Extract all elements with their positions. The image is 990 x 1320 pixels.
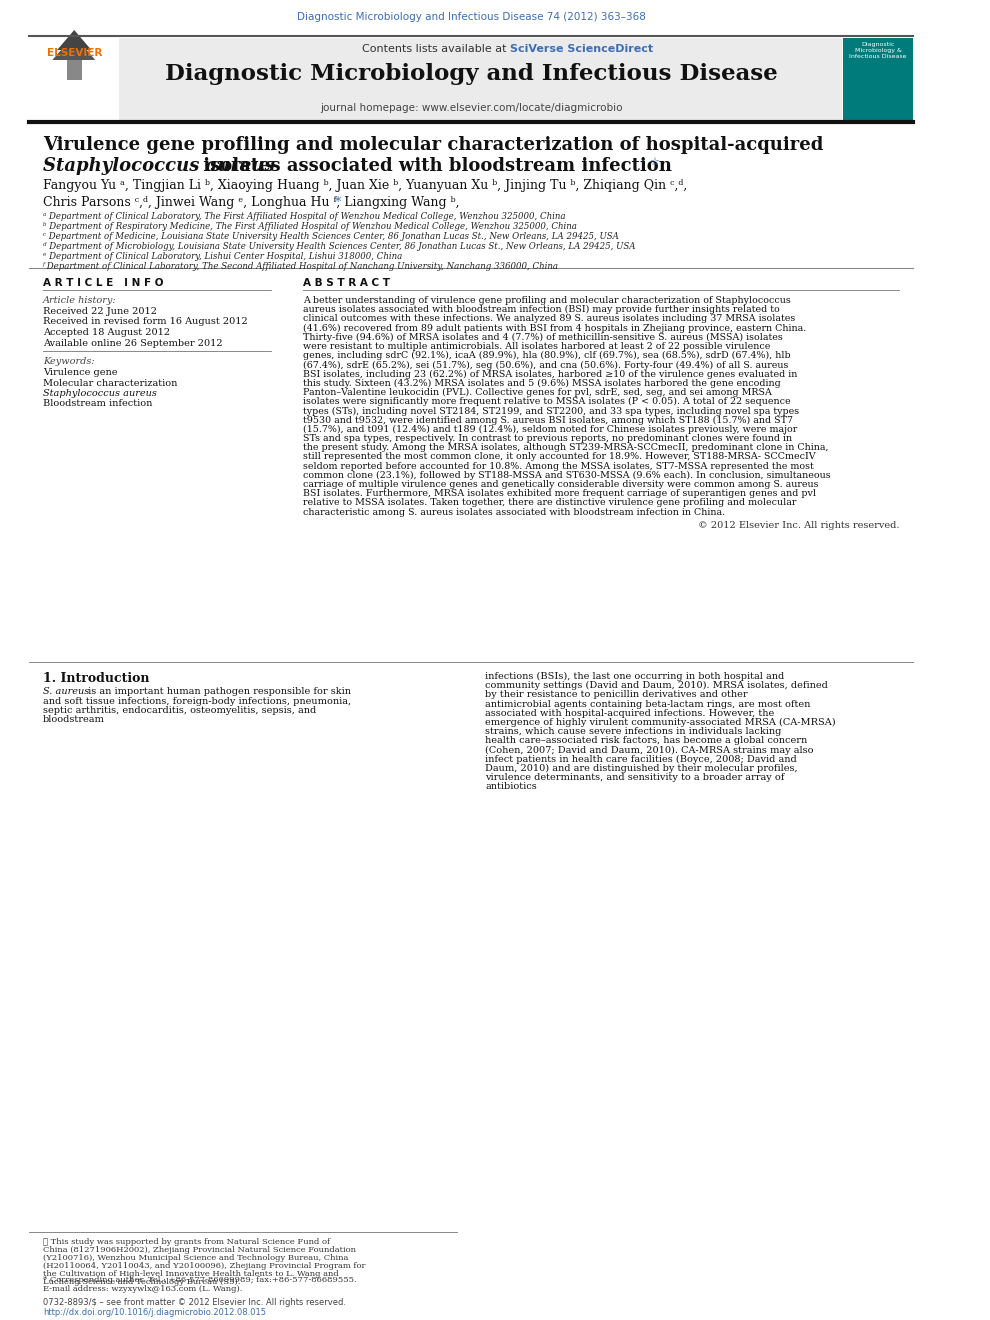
- Text: (H20110064, Y20110043, and Y20100096), Zhejiang Provincial Program for: (H20110064, Y20110043, and Y20100096), Z…: [43, 1262, 365, 1270]
- Text: SciVerse ScienceDirect: SciVerse ScienceDirect: [510, 44, 653, 54]
- Text: China (81271906H2002), Zhejiang Provincial Natural Science Foundation: China (81271906H2002), Zhejiang Provinci…: [43, 1246, 355, 1254]
- Text: clinical outcomes with these infections. We analyzed 89 S. aureus isolates inclu: clinical outcomes with these infections.…: [303, 314, 795, 323]
- Text: genes, including sdrC (92.1%), icaA (89.9%), hla (80.9%), clf (69.7%), sea (68.5: genes, including sdrC (92.1%), icaA (89.…: [303, 351, 790, 360]
- FancyBboxPatch shape: [66, 59, 82, 81]
- Text: Staphylococcus aureus: Staphylococcus aureus: [43, 157, 274, 176]
- Text: Diagnostic Microbiology and Infectious Disease: Diagnostic Microbiology and Infectious D…: [164, 63, 777, 84]
- Text: ᵈ Department of Microbiology, Louisiana State University Health Sciences Center,: ᵈ Department of Microbiology, Louisiana …: [43, 242, 636, 251]
- Text: (Y2100716), Wenzhou Municipal Science and Technology Bureau, China: (Y2100716), Wenzhou Municipal Science an…: [43, 1254, 348, 1262]
- Text: Thirty-five (94.6%) of MRSA isolates and 4 (7.7%) of methicillin-sensitive S. au: Thirty-five (94.6%) of MRSA isolates and…: [303, 333, 782, 342]
- Polygon shape: [57, 30, 91, 50]
- Text: (Cohen, 2007; David and Daum, 2010). CA-MRSA strains may also: (Cohen, 2007; David and Daum, 2010). CA-…: [485, 746, 814, 755]
- Text: A R T I C L E   I N F O: A R T I C L E I N F O: [43, 279, 163, 288]
- Polygon shape: [52, 36, 95, 59]
- Text: Panton–Valentine leukocidin (PVL). Collective genes for pvl, sdrE, sed, seg, and: Panton–Valentine leukocidin (PVL). Colle…: [303, 388, 771, 397]
- Text: Accepted 18 August 2012: Accepted 18 August 2012: [43, 327, 170, 337]
- Text: still represented the most common clone, it only accounted for 18.9%. However, S: still represented the most common clone,…: [303, 453, 815, 462]
- Text: (15.7%), and t091 (12.4%) and t189 (12.4%), seldom noted for Chinese isolates pr: (15.7%), and t091 (12.4%) and t189 (12.4…: [303, 425, 797, 434]
- Text: Received in revised form 16 August 2012: Received in revised form 16 August 2012: [43, 318, 248, 326]
- Text: the present study. Among the MRSA isolates, although ST239-MRSA-SCCmecII, predom: the present study. Among the MRSA isolat…: [303, 444, 828, 453]
- Text: BSI isolates, including 23 (62.2%) of MRSA isolates, harbored ≥10 of the virulen: BSI isolates, including 23 (62.2%) of MR…: [303, 370, 797, 379]
- Text: ᵇ Department of Respiratory Medicine, The First Affiliated Hospital of Wenzhou M: ᵇ Department of Respiratory Medicine, Th…: [43, 222, 577, 231]
- FancyBboxPatch shape: [843, 38, 914, 120]
- Text: ☆ This study was supported by grants from Natural Science Fund of: ☆ This study was supported by grants fro…: [43, 1238, 330, 1246]
- Text: STs and spa types, respectively. In contrast to previous reports, no predominant: STs and spa types, respectively. In cont…: [303, 434, 792, 444]
- Text: Virulence gene profiling and molecular characterization of hospital-acquired: Virulence gene profiling and molecular c…: [43, 136, 824, 154]
- Text: Lucheng Science and Technology Bureau (S5).: Lucheng Science and Technology Bureau (S…: [43, 1278, 241, 1286]
- Text: A better understanding of virulence gene profiling and molecular characterizatio: A better understanding of virulence gene…: [303, 296, 790, 305]
- Text: Diagnostic Microbiology and Infectious Disease 74 (2012) 363–368: Diagnostic Microbiology and Infectious D…: [297, 12, 645, 22]
- Text: ᶠ Department of Clinical Laboratory, The Second Affiliated Hospital of Nanchang : ᶠ Department of Clinical Laboratory, The…: [43, 261, 558, 271]
- Text: ELSEVIER: ELSEVIER: [47, 48, 102, 58]
- Text: http://dx.doi.org/10.1016/j.diagmicrobio.2012.08.015: http://dx.doi.org/10.1016/j.diagmicrobio…: [43, 1308, 266, 1317]
- Text: characteristic among S. aureus isolates associated with bloodstream infection in: characteristic among S. aureus isolates …: [303, 508, 725, 516]
- FancyBboxPatch shape: [119, 38, 842, 120]
- Text: 1. Introduction: 1. Introduction: [43, 672, 149, 685]
- Text: 0732-8893/$ – see front matter © 2012 Elsevier Inc. All rights reserved.: 0732-8893/$ – see front matter © 2012 El…: [43, 1298, 346, 1307]
- Text: ᵃ Department of Clinical Laboratory, The First Affiliated Hospital of Wenzhou Me: ᵃ Department of Clinical Laboratory, The…: [43, 213, 565, 220]
- Text: and soft tissue infections, foreign-body infections, pneumonia,: and soft tissue infections, foreign-body…: [43, 697, 350, 705]
- Text: Bloodstream infection: Bloodstream infection: [43, 400, 152, 408]
- Text: infect patients in health care facilities (Boyce, 2008; David and: infect patients in health care facilitie…: [485, 755, 797, 764]
- Text: bloodstream: bloodstream: [43, 715, 105, 723]
- Text: virulence determinants, and sensitivity to a broader array of: virulence determinants, and sensitivity …: [485, 774, 785, 783]
- Text: isolates were significantly more frequent relative to MSSA isolates (P < 0.05). : isolates were significantly more frequen…: [303, 397, 790, 407]
- Text: common clone (23.1%), followed by ST188-MSSA and ST630-MSSA (9.6% each). In conc: common clone (23.1%), followed by ST188-…: [303, 471, 831, 480]
- Text: infections (BSIs), the last one occurring in both hospital and: infections (BSIs), the last one occurrin…: [485, 672, 784, 681]
- Text: antibiotics: antibiotics: [485, 783, 537, 792]
- Text: Diagnostic
Microbiology &
Infectious Disease: Diagnostic Microbiology & Infectious Dis…: [849, 42, 907, 58]
- Text: S. aureus: S. aureus: [43, 686, 89, 696]
- Text: seldom reported before accounted for 10.8%. Among the MSSA isolates, ST7-MSSA re: seldom reported before accounted for 10.…: [303, 462, 814, 471]
- Text: Staphylococcus aureus: Staphylococcus aureus: [43, 389, 156, 399]
- Text: Available online 26 September 2012: Available online 26 September 2012: [43, 338, 223, 347]
- Text: community settings (David and Daum, 2010). MRSA isolates, defined: community settings (David and Daum, 2010…: [485, 681, 829, 690]
- Text: were resistant to multiple antimicrobials. All isolates harbored at least 2 of 2: were resistant to multiple antimicrobial…: [303, 342, 770, 351]
- Text: isolates associated with bloodstream infection: isolates associated with bloodstream inf…: [197, 157, 672, 176]
- Text: (67.4%), sdrE (65.2%), sei (51.7%), seg (50.6%), and cna (50.6%). Forty-four (49: (67.4%), sdrE (65.2%), sei (51.7%), seg …: [303, 360, 788, 370]
- Text: septic arthritis, endocarditis, osteomyelitis, sepsis, and: septic arthritis, endocarditis, osteomye…: [43, 706, 316, 714]
- Text: the Cultivation of High-level Innovative Health talents to L. Wang and: the Cultivation of High-level Innovative…: [43, 1270, 339, 1278]
- Text: Fangyou Yu ᵃ, Tingjian Li ᵇ, Xiaoying Huang ᵇ, Juan Xie ᵇ, Yuanyuan Xu ᵇ, Jinjin: Fangyou Yu ᵃ, Tingjian Li ᵇ, Xiaoying Hu…: [43, 180, 687, 191]
- Text: A B S T R A C T: A B S T R A C T: [303, 279, 390, 288]
- Text: ☆: ☆: [648, 157, 659, 168]
- Text: BSI isolates. Furthermore, MRSA isolates exhibited more frequent carriage of sup: BSI isolates. Furthermore, MRSA isolates…: [303, 490, 816, 498]
- Text: carriage of multiple virulence genes and genetically considerable diversity were: carriage of multiple virulence genes and…: [303, 480, 818, 488]
- Text: Contents lists available at: Contents lists available at: [361, 44, 510, 54]
- Text: Received 22 June 2012: Received 22 June 2012: [43, 308, 156, 315]
- Text: aureus isolates associated with bloodstream infection (BSI) may provide further : aureus isolates associated with bloodstr…: [303, 305, 779, 314]
- Text: antimicrobial agents containing beta-lactam rings, are most often: antimicrobial agents containing beta-lac…: [485, 700, 811, 709]
- Text: health care–associated risk factors, has become a global concern: health care–associated risk factors, has…: [485, 737, 808, 746]
- Text: this study. Sixteen (43.2%) MRSA isolates and 5 (9.6%) MSSA isolates harbored th: this study. Sixteen (43.2%) MRSA isolate…: [303, 379, 780, 388]
- Text: ᵉ Department of Clinical Laboratory, Lishui Center Hospital, Lishui 318000, Chin: ᵉ Department of Clinical Laboratory, Lis…: [43, 252, 402, 261]
- Text: t9530 and t9532, were identified among S. aureus BSI isolates, among which ST188: t9530 and t9532, were identified among S…: [303, 416, 793, 425]
- Text: Molecular characterization: Molecular characterization: [43, 379, 177, 388]
- Text: associated with hospital-acquired infections. However, the: associated with hospital-acquired infect…: [485, 709, 774, 718]
- Text: relative to MSSA isolates. Taken together, there are distinctive virulence gene : relative to MSSA isolates. Taken togethe…: [303, 499, 796, 507]
- Text: *: *: [335, 195, 342, 209]
- Text: emergence of highly virulent community-associated MRSA (CA-MRSA): emergence of highly virulent community-a…: [485, 718, 836, 727]
- Text: * Corresponding author. Tel.: +86-577-86699989; fax:+86-577-86689555.: * Corresponding author. Tel.: +86-577-86…: [43, 1276, 356, 1284]
- Text: Keywords:: Keywords:: [43, 356, 94, 366]
- Text: Virulence gene: Virulence gene: [43, 368, 118, 378]
- Text: Daum, 2010) and are distinguished by their molecular profiles,: Daum, 2010) and are distinguished by the…: [485, 764, 798, 774]
- Text: Article history:: Article history:: [43, 296, 117, 305]
- Text: types (STs), including novel ST2184, ST2199, and ST2200, and 33 spa types, inclu: types (STs), including novel ST2184, ST2…: [303, 407, 799, 416]
- Text: E-mail address: wzyxywlx@163.com (L. Wang).: E-mail address: wzyxywlx@163.com (L. Wan…: [43, 1284, 243, 1294]
- Text: ᶜ Department of Medicine, Louisiana State University Health Sciences Center, 86 : ᶜ Department of Medicine, Louisiana Stat…: [43, 232, 619, 242]
- Text: is an important human pathogen responsible for skin: is an important human pathogen responsib…: [85, 686, 350, 696]
- Text: journal homepage: www.elsevier.com/locate/diagmicrobio: journal homepage: www.elsevier.com/locat…: [320, 103, 623, 114]
- Text: by their resistance to penicillin derivatives and other: by their resistance to penicillin deriva…: [485, 690, 747, 700]
- Text: © 2012 Elsevier Inc. All rights reserved.: © 2012 Elsevier Inc. All rights reserved…: [698, 521, 899, 529]
- Text: Chris Parsons ᶜ,ᵈ, Jinwei Wang ᵉ, Longhua Hu ᶠ, Liangxing Wang ᵇ,: Chris Parsons ᶜ,ᵈ, Jinwei Wang ᵉ, Longhu…: [43, 195, 459, 209]
- Text: strains, which cause severe infections in individuals lacking: strains, which cause severe infections i…: [485, 727, 782, 737]
- Text: (41.6%) recovered from 89 adult patients with BSI from 4 hospitals in Zhejiang p: (41.6%) recovered from 89 adult patients…: [303, 323, 806, 333]
